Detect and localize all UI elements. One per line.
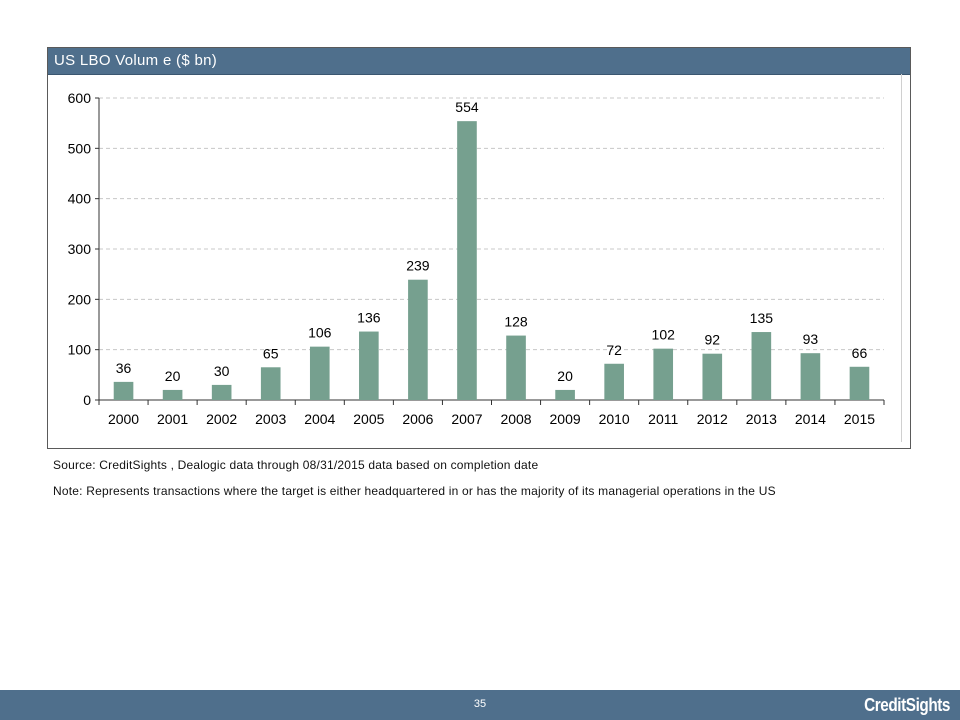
data-label: 36 bbox=[116, 360, 132, 376]
data-label: 20 bbox=[165, 368, 181, 384]
data-label: 93 bbox=[803, 331, 819, 347]
bar bbox=[113, 381, 134, 400]
data-label: 106 bbox=[308, 325, 332, 341]
footnote: Note: Represents transactions where the … bbox=[53, 484, 776, 498]
x-tick-label: 2009 bbox=[550, 411, 581, 427]
bar bbox=[800, 353, 821, 400]
x-tick-label: 2010 bbox=[599, 411, 630, 427]
chart-title: US LBO Volum e ($ bn) bbox=[54, 52, 218, 69]
page-number: 35 bbox=[473, 698, 487, 710]
bar bbox=[849, 366, 870, 400]
bar bbox=[309, 346, 330, 400]
source-note: Source: CreditSights , Dealogic data thr… bbox=[53, 458, 539, 472]
x-tick-label: 2000 bbox=[108, 411, 139, 427]
data-label: 102 bbox=[652, 327, 676, 343]
bar bbox=[408, 279, 428, 400]
x-tick-label: 2015 bbox=[844, 411, 875, 427]
data-label: 20 bbox=[557, 368, 573, 384]
data-label: 239 bbox=[406, 258, 430, 274]
bar bbox=[555, 389, 575, 400]
x-tick-label: 2013 bbox=[746, 411, 777, 427]
x-tick-label: 2002 bbox=[206, 411, 237, 427]
creditsights-logo: CreditSights bbox=[864, 695, 950, 715]
x-tick-label: 2007 bbox=[451, 411, 482, 427]
data-label: 66 bbox=[852, 345, 868, 361]
data-label: 128 bbox=[504, 314, 528, 330]
x-tick-label: 2012 bbox=[697, 411, 728, 427]
chart-panel: US LBO Volum e ($ bn) 0 100 200 300 400 500 60… bbox=[47, 47, 911, 449]
bar bbox=[359, 331, 379, 400]
bar bbox=[211, 384, 232, 400]
x-tick-label: 2005 bbox=[353, 411, 384, 427]
bar bbox=[751, 332, 772, 400]
x-tick-label: 2008 bbox=[500, 411, 531, 427]
bar bbox=[604, 363, 624, 400]
data-label: 135 bbox=[750, 310, 774, 326]
bar bbox=[162, 389, 183, 400]
panel-divider bbox=[901, 74, 902, 442]
y-tick-label: 100 bbox=[68, 342, 92, 358]
x-tick-label: 2003 bbox=[255, 411, 286, 427]
data-label: 554 bbox=[455, 99, 479, 115]
data-label: 72 bbox=[606, 342, 622, 358]
data-label: 136 bbox=[357, 310, 381, 326]
data-label: 65 bbox=[263, 345, 279, 361]
x-tick-label: 2001 bbox=[157, 411, 188, 427]
x-tick-label: 2011 bbox=[648, 411, 678, 427]
y-tick-label: 400 bbox=[68, 191, 92, 207]
bar-chart: 0 100 200 300 400 500 600 36 2000 20 2001 30 2002 65 2… bbox=[68, 90, 885, 427]
x-tick-label: 2014 bbox=[795, 411, 826, 427]
x-tick-label: 2004 bbox=[304, 411, 335, 427]
bar bbox=[260, 367, 281, 400]
chart-header: US LBO Volum e ($ bn) bbox=[48, 48, 910, 75]
data-label: 92 bbox=[704, 332, 720, 348]
data-label: 30 bbox=[214, 363, 230, 379]
x-tick-label: 2006 bbox=[402, 411, 433, 427]
bar bbox=[653, 348, 674, 400]
footer-bar: 35 CreditSights bbox=[0, 690, 960, 720]
y-tick-label: 600 bbox=[68, 90, 92, 106]
y-tick-label: 200 bbox=[68, 291, 92, 307]
bar bbox=[506, 335, 526, 400]
bar bbox=[457, 121, 477, 401]
y-tick-label: 0 bbox=[83, 392, 91, 408]
y-tick-label: 300 bbox=[68, 241, 92, 257]
y-tick-label: 500 bbox=[68, 140, 92, 156]
bar bbox=[702, 353, 723, 400]
